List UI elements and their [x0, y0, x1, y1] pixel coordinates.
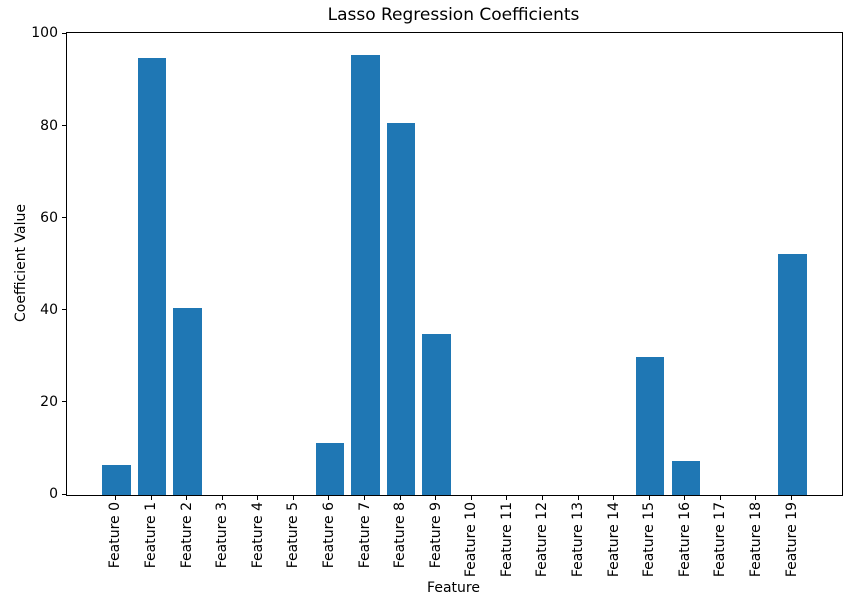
bar-feature-2: [173, 308, 202, 495]
x-tick-mark: [613, 496, 615, 500]
plot-area: [66, 32, 843, 496]
x-tick-mark: [506, 496, 508, 500]
bar-feature-6: [315, 443, 345, 495]
x-tick-mark: [719, 496, 721, 500]
y-tick-mark: [62, 493, 66, 495]
x-tick-label: Feature 15: [641, 502, 658, 578]
x-tick-label: Feature 14: [605, 502, 622, 578]
x-tick-label: Feature 6: [320, 502, 337, 569]
x-tick-label: Feature 5: [285, 502, 302, 569]
bar-feature-8: [386, 123, 416, 495]
x-tick-label: Feature 1: [143, 502, 160, 569]
x-tick-label: Feature 7: [356, 502, 373, 569]
bar-feature-1: [137, 57, 167, 495]
x-tick-label: Feature 18: [747, 502, 764, 578]
x-tick-label: Feature 3: [214, 502, 231, 569]
x-tick-mark: [648, 496, 650, 500]
x-tick-label: Feature 19: [783, 502, 800, 578]
x-tick-mark: [577, 496, 579, 500]
x-tick-mark: [186, 496, 188, 500]
y-tick-label: 20: [40, 393, 58, 410]
x-tick-mark: [114, 496, 116, 500]
x-tick-mark: [435, 496, 437, 500]
x-tick-label: Feature 4: [249, 502, 266, 569]
x-tick-mark: [364, 496, 366, 500]
x-tick-mark: [755, 496, 757, 500]
bar-feature-0: [102, 465, 131, 495]
bar-feature-19: [778, 254, 807, 495]
x-tick-label: Feature 12: [534, 502, 551, 578]
x-tick-label: Feature 8: [392, 502, 409, 569]
chart-title: Lasso Regression Coefficients: [327, 5, 580, 25]
x-tick-mark: [328, 496, 330, 500]
x-tick-label: Feature 0: [107, 502, 124, 569]
bar-feature-16: [671, 461, 700, 495]
x-tick-mark: [541, 496, 543, 500]
y-tick-label: 100: [31, 25, 58, 42]
y-tick-label: 0: [49, 486, 58, 502]
x-tick-label: Feature 13: [570, 502, 587, 578]
x-tick-mark: [150, 496, 152, 500]
y-tick-mark: [62, 32, 66, 34]
x-tick-mark: [399, 496, 401, 500]
x-tick-mark: [292, 496, 294, 500]
y-tick-mark: [62, 401, 66, 403]
x-tick-mark: [470, 496, 472, 500]
y-tick-label: 80: [40, 117, 58, 134]
y-tick-mark: [62, 217, 66, 219]
y-tick-label: 60: [40, 209, 58, 226]
x-tick-label: Feature 2: [178, 502, 195, 569]
y-axis-label: Coefficient Value: [13, 204, 29, 322]
x-tick-label: Feature 16: [676, 502, 693, 578]
bar-feature-7: [351, 54, 380, 495]
y-tick-label: 40: [40, 301, 58, 318]
y-tick-mark: [62, 125, 66, 126]
y-tick-mark: [62, 309, 66, 311]
x-tick-mark: [684, 496, 686, 500]
x-tick-label: Feature 17: [712, 502, 729, 578]
x-tick-label: Feature 11: [498, 502, 515, 578]
bar-feature-9: [422, 333, 451, 495]
x-tick-mark: [257, 496, 259, 500]
x-axis-label: Feature: [427, 580, 480, 596]
x-tick-mark: [221, 496, 223, 500]
bar-feature-15: [635, 356, 665, 495]
x-tick-mark: [791, 496, 793, 500]
x-tick-label: Feature 10: [463, 502, 480, 578]
x-tick-label: Feature 9: [427, 502, 444, 569]
